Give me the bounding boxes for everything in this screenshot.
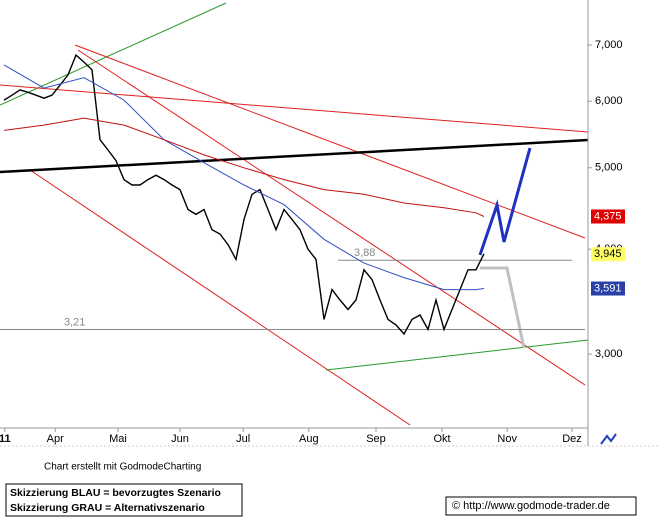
x-tick-label: Nov: [497, 433, 517, 445]
source: © http://www.godmode-trader.de: [452, 500, 610, 512]
source-box: [445, 496, 637, 516]
x-tick-label: Mai: [109, 433, 127, 445]
trendline: [0, 84, 589, 133]
scenario-blue: [478, 147, 532, 256]
level-label: 3,21: [64, 316, 85, 328]
trendline: [74, 44, 586, 239]
y-tick-label: 3,000: [595, 348, 623, 360]
price-tag-label: 3,945: [594, 248, 622, 260]
y-tick-label: 7,000: [595, 39, 623, 51]
price-tag: [591, 281, 625, 296]
price-line: [3, 64, 485, 291]
credit: Chart erstellt mit GodmodeCharting: [44, 462, 201, 473]
price-line: [3, 53, 485, 336]
x-tick-label: Jul: [236, 433, 250, 445]
note-box: [5, 483, 243, 517]
trendline: [325, 339, 589, 371]
y-tick-label: 5,000: [595, 162, 623, 174]
price-tag: [591, 209, 625, 224]
note: Skizzierung GRAU = Alternativszenario: [10, 502, 205, 514]
logo-icon: [600, 433, 617, 445]
x-tick-label: 11: [0, 433, 11, 445]
trendline: [29, 169, 411, 426]
trendline: [0, 138, 589, 174]
x-tick-label: Okt: [433, 433, 450, 445]
scenario-grey: [480, 266, 526, 349]
x-tick-label: Aug: [299, 433, 319, 445]
note: Skizzierung BLAU = bevorzugtes Szenario: [10, 487, 221, 499]
level-label: 3,88: [354, 247, 375, 259]
x-tick-label: Apr: [47, 433, 64, 445]
price-tag-label: 4,375: [594, 210, 622, 222]
trendlines: [0, 2, 589, 426]
price-line: [3, 117, 485, 217]
price-tag: [591, 247, 625, 262]
price-tag-label: 3,591: [594, 282, 622, 294]
y-tick-label: 6,000: [595, 95, 623, 107]
x-tick-label: Dez: [562, 433, 582, 445]
x-tick-label: Sep: [366, 433, 386, 445]
x-tick-label: Jun: [171, 433, 189, 445]
